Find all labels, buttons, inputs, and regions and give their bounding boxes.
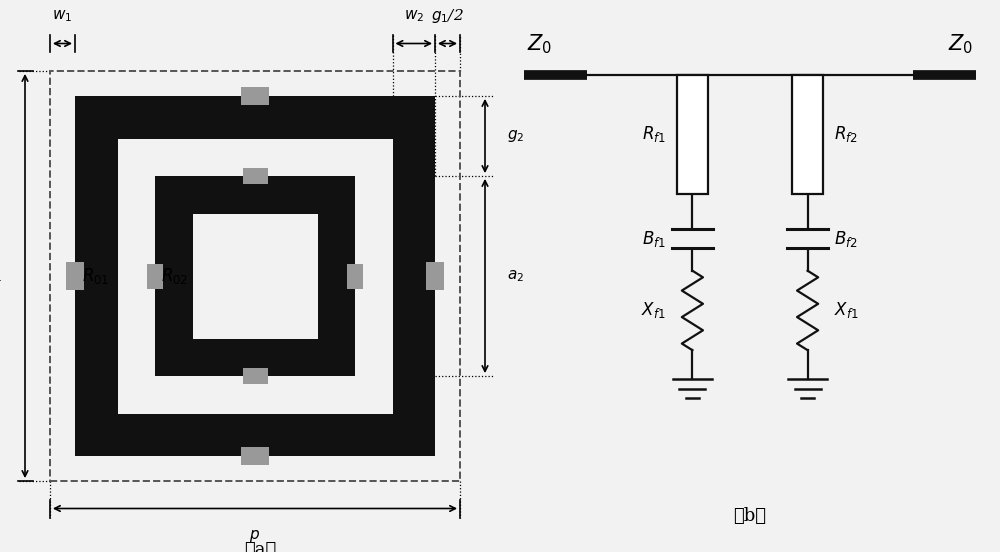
Bar [426, 262, 444, 290]
Bar [147, 263, 163, 289]
Bar [677, 75, 708, 194]
Text: $a_2$: $a_2$ [507, 268, 525, 284]
Text: $w_2$: $w_2$ [404, 8, 424, 24]
Bar [192, 214, 318, 338]
Text: $R_{f2}$: $R_{f2}$ [834, 124, 858, 144]
Text: $a_1$: $a_1$ [0, 268, 3, 284]
Text: $R_{f1}$: $R_{f1}$ [642, 124, 666, 144]
Text: $B_{f1}$: $B_{f1}$ [642, 229, 666, 249]
Text: $B_{f2}$: $B_{f2}$ [834, 229, 858, 249]
Text: $g_1$/2: $g_1$/2 [431, 7, 464, 25]
Bar [66, 262, 84, 290]
Bar [243, 368, 268, 384]
Text: $g_2$: $g_2$ [507, 128, 525, 144]
Text: （b）: （b） [734, 507, 767, 525]
Bar [50, 71, 460, 481]
Text: $w_1$: $w_1$ [52, 8, 73, 24]
Bar [155, 176, 355, 376]
Text: $X_{f1}$: $X_{f1}$ [641, 300, 666, 321]
Bar [347, 263, 363, 289]
Text: （a）: （a） [244, 541, 276, 552]
Bar [241, 447, 269, 465]
Text: $R_{02}$: $R_{02}$ [161, 266, 188, 286]
Text: $Z_0$: $Z_0$ [948, 33, 973, 56]
Bar [243, 168, 268, 184]
Text: $Z_0$: $Z_0$ [527, 33, 552, 56]
Bar [792, 75, 823, 194]
Text: $p$: $p$ [249, 528, 261, 544]
Bar [241, 87, 269, 105]
Text: $X_{f1}$: $X_{f1}$ [834, 300, 859, 321]
Text: $R_{01}$: $R_{01}$ [82, 266, 110, 286]
Bar [75, 96, 435, 456]
Bar [118, 139, 392, 413]
